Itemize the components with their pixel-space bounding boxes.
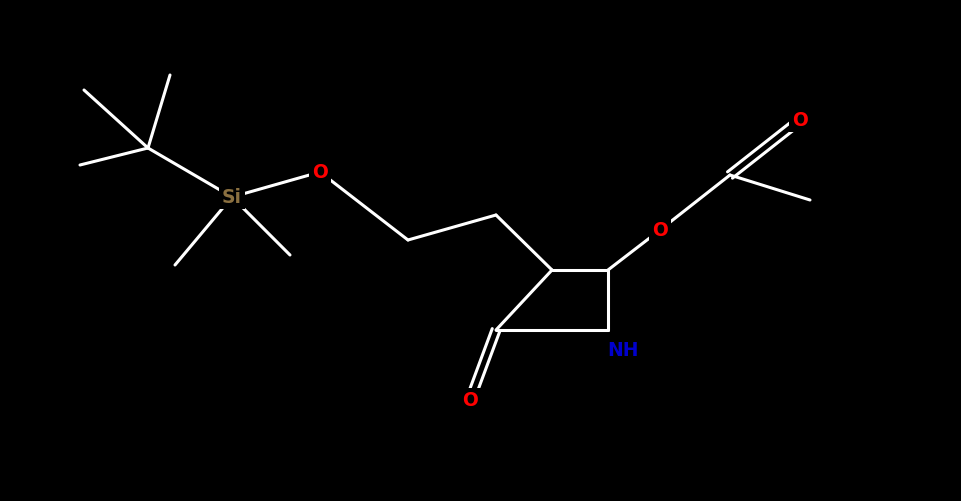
Text: Si: Si bbox=[222, 187, 242, 206]
Text: O: O bbox=[652, 220, 667, 239]
Text: O: O bbox=[791, 111, 807, 129]
Text: NH: NH bbox=[606, 341, 638, 360]
Text: O: O bbox=[311, 162, 328, 181]
Text: O: O bbox=[461, 390, 478, 409]
